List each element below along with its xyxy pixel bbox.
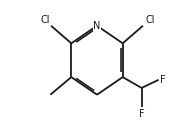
Text: F: F (160, 75, 165, 85)
Text: Cl: Cl (41, 15, 50, 25)
Text: N: N (93, 21, 101, 31)
Text: F: F (139, 109, 145, 119)
Text: Cl: Cl (145, 15, 154, 25)
